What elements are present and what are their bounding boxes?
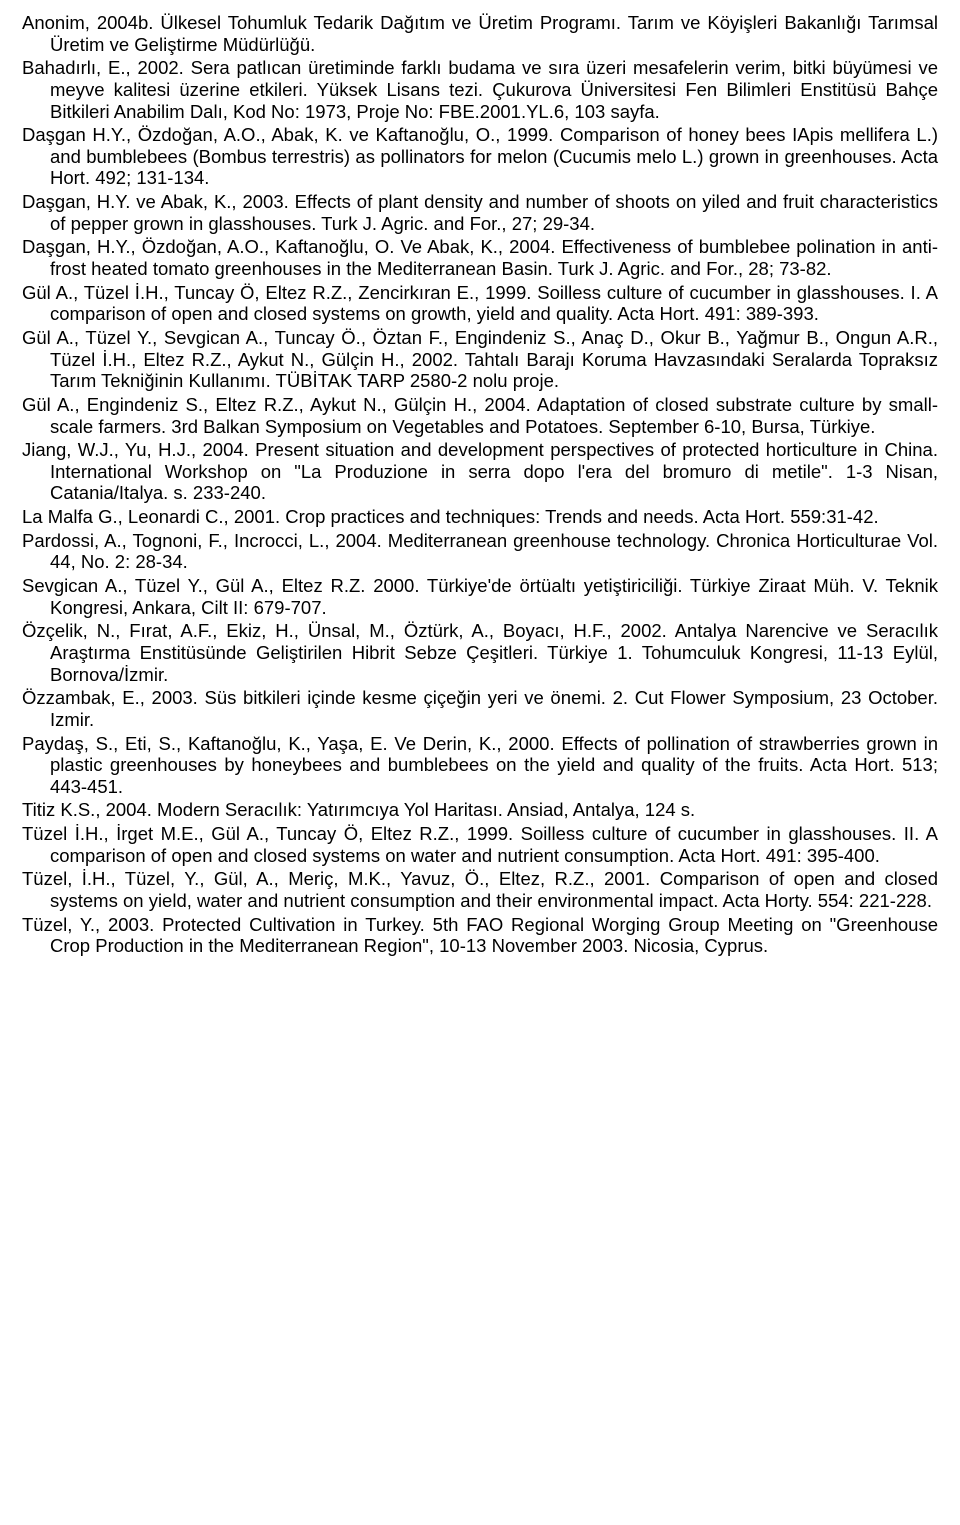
references-list: Anonim, 2004b. Ülkesel Tohumluk Tedarik … — [22, 12, 938, 957]
reference-entry: Jiang, W.J., Yu, H.J., 2004. Present sit… — [22, 439, 938, 504]
reference-entry: Daşgan H.Y., Özdoğan, A.O., Abak, K. ve … — [22, 124, 938, 189]
reference-entry: Titiz K.S., 2004. Modern Seracılık: Yatı… — [22, 799, 938, 821]
reference-entry: La Malfa G., Leonardi C., 2001. Crop pra… — [22, 506, 938, 528]
reference-entry: Özzambak, E., 2003. Süs bitkileri içinde… — [22, 687, 938, 730]
reference-entry: Tüzel, İ.H., Tüzel, Y., Gül, A., Meriç, … — [22, 868, 938, 911]
reference-entry: Gül A., Tüzel Y., Sevgican A., Tuncay Ö.… — [22, 327, 938, 392]
reference-entry: Tüzel, Y., 2003. Protected Cultivation i… — [22, 914, 938, 957]
reference-entry: Özçelik, N., Fırat, A.F., Ekiz, H., Ünsa… — [22, 620, 938, 685]
reference-entry: Daşgan, H.Y. ve Abak, K., 2003. Effects … — [22, 191, 938, 234]
reference-entry: Tüzel İ.H., İrget M.E., Gül A., Tuncay Ö… — [22, 823, 938, 866]
reference-entry: Gül A., Tüzel İ.H., Tuncay Ö, Eltez R.Z.… — [22, 282, 938, 325]
reference-entry: Daşgan, H.Y., Özdoğan, A.O., Kaftanoğlu,… — [22, 236, 938, 279]
reference-entry: Gül A., Engindeniz S., Eltez R.Z., Aykut… — [22, 394, 938, 437]
reference-entry: Anonim, 2004b. Ülkesel Tohumluk Tedarik … — [22, 12, 938, 55]
reference-entry: Pardossi, A., Tognoni, F., Incrocci, L.,… — [22, 530, 938, 573]
reference-entry: Paydaş, S., Eti, S., Kaftanoğlu, K., Yaş… — [22, 733, 938, 798]
reference-entry: Bahadırlı, E., 2002. Sera patlıcan üreti… — [22, 57, 938, 122]
reference-entry: Sevgican A., Tüzel Y., Gül A., Eltez R.Z… — [22, 575, 938, 618]
